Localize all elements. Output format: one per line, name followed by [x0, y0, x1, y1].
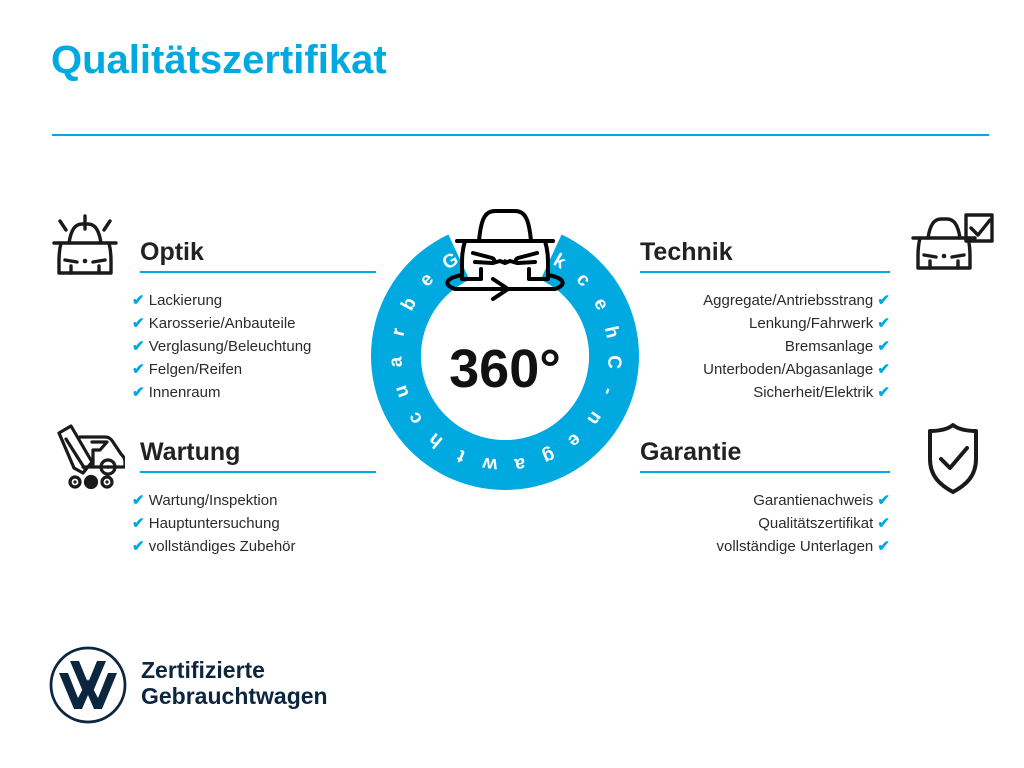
svg-text:w: w: [481, 453, 500, 476]
svg-text:a: a: [385, 356, 407, 368]
svg-text:C: C: [603, 355, 625, 370]
